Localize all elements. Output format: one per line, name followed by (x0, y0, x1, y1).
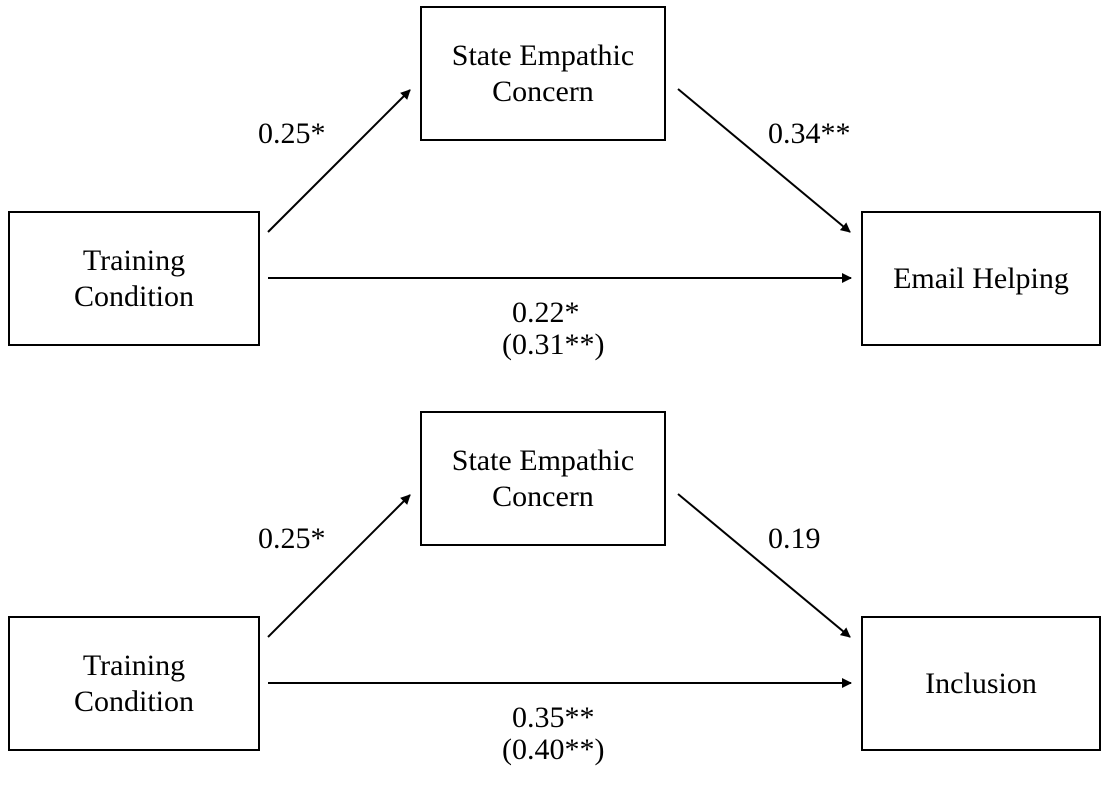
path-b-arrow (677, 493, 851, 638)
path-a-arrow (267, 89, 411, 233)
predictor-label-line1: Training (82, 648, 186, 682)
mediator-label-line1: State Empathic (451, 38, 635, 72)
outcome-box: Inclusion (861, 616, 1101, 751)
mediator-label-line2: Concern (492, 479, 594, 513)
predictor-box: Training Condition (8, 211, 260, 346)
path-c-total-coefficient: (0.31**) (502, 328, 605, 361)
outcome-label: Email Helping (893, 261, 1069, 295)
predictor-box: Training Condition (8, 616, 260, 751)
path-c-total-coefficient: (0.40**) (502, 733, 605, 766)
path-a-arrow (267, 494, 411, 638)
outcome-label: Inclusion (925, 666, 1037, 700)
path-a-coefficient: 0.25* (258, 522, 326, 555)
mediator-box: State Empathic Concern (420, 6, 666, 141)
predictor-label-line2: Condition (73, 684, 194, 718)
path-b-arrow (677, 88, 851, 233)
path-b-coefficient: 0.19 (768, 522, 821, 555)
path-arrows (267, 493, 852, 688)
predictor-label-line2: Condition (73, 279, 194, 313)
path-arrows (267, 88, 852, 283)
mediation-diagram-inclusion: Training Condition State Empathic Concer… (0, 405, 1101, 790)
path-c-direct-coefficient: 0.35** (512, 701, 595, 734)
mediation-diagram-email-helping: Training Condition State Empathic Concer… (0, 0, 1101, 385)
path-c-direct-coefficient: 0.22* (512, 296, 580, 329)
path-b-coefficient: 0.34** (768, 117, 851, 150)
path-a-coefficient: 0.25* (258, 117, 326, 150)
mediator-label-line2: Concern (492, 74, 594, 108)
mediator-label-line1: State Empathic (451, 443, 635, 477)
outcome-box: Email Helping (861, 211, 1101, 346)
mediator-box: State Empathic Concern (420, 411, 666, 546)
predictor-label-line1: Training (82, 243, 186, 277)
